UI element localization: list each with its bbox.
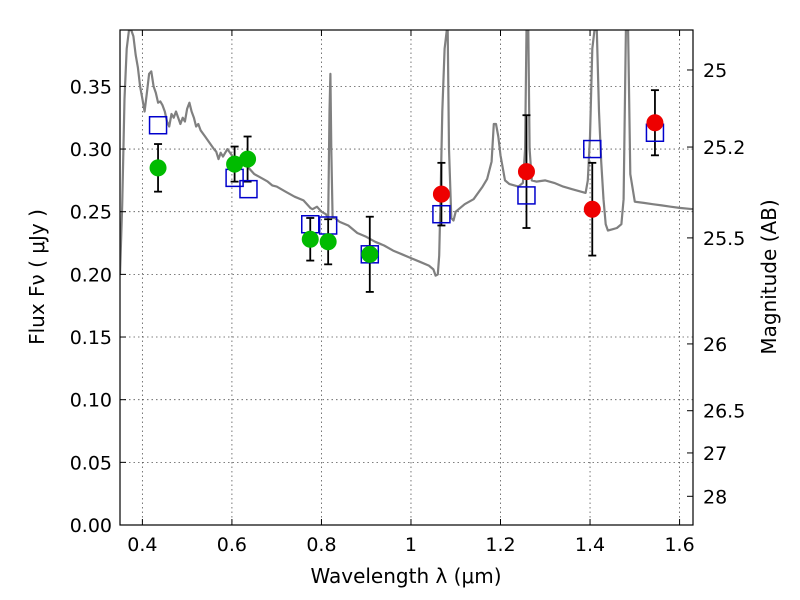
y-tick-label: 0.05 (70, 452, 112, 474)
y2-axis-label: Magnitude (AB) (757, 199, 781, 354)
y-tick-label: 0.30 (70, 139, 112, 161)
model-photometry-square (148, 115, 168, 135)
y-tick-label: 0.00 (70, 515, 112, 537)
observed-flux-dot (301, 230, 319, 248)
y-axis-label: Flux Fν ( μJy ) (25, 209, 49, 345)
y2-tick-label: 25 (703, 60, 727, 82)
marker-layer (148, 114, 665, 264)
y2-tick-label: 27 (703, 443, 727, 465)
y2-tick-label: 28 (703, 486, 727, 508)
y2-tick-label: 26.5 (703, 401, 745, 423)
y-tick-label: 0.15 (70, 327, 112, 349)
y-tick-label: 0.10 (70, 390, 112, 412)
observed-flux-dot (319, 233, 337, 251)
ticks: 0.4 0.6 0.8 1 1.2 1.4 1.6 0.00 0.05 0.10 0.15 0.20 0… (70, 30, 745, 556)
x-tick-label: 0.8 (306, 534, 336, 556)
grid (120, 30, 693, 525)
y2-tick-label: 26 (703, 334, 727, 356)
x-tick-label: 1.6 (664, 534, 694, 556)
model-spectrum-line (120, 30, 693, 277)
observed-flux-dot (583, 200, 601, 218)
plot-frame (119, 29, 694, 526)
x-tick-label: 1.4 (575, 534, 605, 556)
data-layer (120, 30, 693, 277)
x-tick-label: 0.4 (127, 534, 157, 556)
y-axis-label-text: Flux Fν ( μJy ) (25, 209, 49, 345)
x-axis-label-text: Wavelength λ (μm) (310, 564, 501, 588)
errorbar-layer (154, 89, 659, 293)
y-tick-label: 0.25 (70, 202, 112, 224)
x-tick-label: 0.6 (217, 534, 247, 556)
y-tick-label: 0.35 (70, 76, 112, 98)
observed-flux-dot (361, 245, 379, 263)
model-photometry-square (239, 179, 258, 199)
observed-flux-dot (239, 150, 257, 168)
model-photometry-square (583, 139, 602, 159)
observed-flux-dot (432, 185, 450, 203)
model-photometry-square (517, 186, 536, 205)
observed-flux-dot (517, 163, 535, 181)
y2-tick-label: 25.2 (703, 137, 745, 159)
y-tick-label: 0.20 (70, 264, 112, 286)
y2-tick-label: 25.5 (703, 228, 745, 250)
y2-axis-label-text: Magnitude (AB) (757, 199, 781, 354)
observed-flux-dot (646, 114, 664, 132)
observed-flux-dot (149, 159, 167, 177)
x-tick-label: 1.2 (485, 534, 515, 556)
x-tick-label: 1 (405, 534, 417, 556)
x-axis-label: Wavelength λ (μm) (310, 564, 501, 588)
model-photometry-square (432, 204, 451, 224)
